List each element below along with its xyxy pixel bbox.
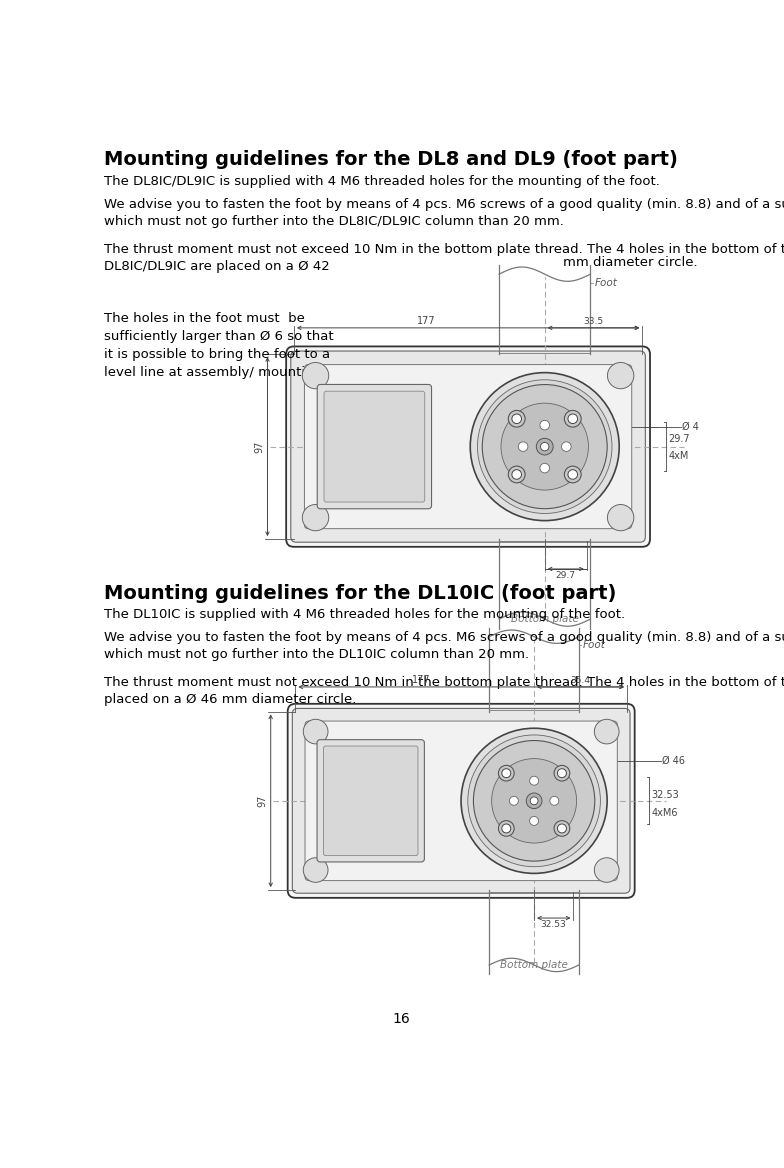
FancyBboxPatch shape xyxy=(288,704,635,898)
Circle shape xyxy=(554,765,570,781)
Text: 177: 177 xyxy=(417,315,436,326)
Text: 4xM6: 4xM6 xyxy=(652,807,678,818)
Text: The thrust moment must not exceed 10 Nm in the bottom plate thread. The 4 holes : The thrust moment must not exceed 10 Nm … xyxy=(104,676,784,707)
FancyBboxPatch shape xyxy=(318,384,431,509)
Text: 32.53: 32.53 xyxy=(652,790,680,800)
Text: Mounting guidelines for the DL8 and DL9 (foot part): Mounting guidelines for the DL8 and DL9 … xyxy=(104,151,678,169)
Circle shape xyxy=(608,362,633,389)
Text: Foot: Foot xyxy=(594,278,617,287)
Text: 97: 97 xyxy=(258,794,267,807)
Circle shape xyxy=(501,403,589,491)
FancyBboxPatch shape xyxy=(317,739,424,862)
Circle shape xyxy=(303,505,328,530)
Circle shape xyxy=(470,373,619,521)
Circle shape xyxy=(536,438,554,456)
Text: 29.7: 29.7 xyxy=(555,571,575,580)
FancyBboxPatch shape xyxy=(324,391,425,502)
FancyBboxPatch shape xyxy=(305,721,617,881)
FancyBboxPatch shape xyxy=(286,347,650,547)
Circle shape xyxy=(461,728,607,874)
Circle shape xyxy=(530,797,538,805)
Circle shape xyxy=(530,816,539,826)
Text: The holes in the foot must  be
sufficiently larger than Ø 6 so that
it is possib: The holes in the foot must be sufficient… xyxy=(104,312,334,378)
Circle shape xyxy=(303,719,328,744)
Text: Foot: Foot xyxy=(583,640,606,649)
Circle shape xyxy=(540,420,550,430)
Text: Bottom plate: Bottom plate xyxy=(511,614,579,625)
Circle shape xyxy=(474,741,595,861)
Circle shape xyxy=(550,797,559,805)
Circle shape xyxy=(594,719,619,744)
Circle shape xyxy=(564,410,581,427)
Circle shape xyxy=(468,735,601,867)
Circle shape xyxy=(518,442,528,451)
Circle shape xyxy=(512,413,521,424)
FancyBboxPatch shape xyxy=(324,746,418,856)
Circle shape xyxy=(508,410,525,427)
Circle shape xyxy=(564,466,581,482)
Circle shape xyxy=(608,505,633,530)
Text: Mounting guidelines for the DL10IC (foot part): Mounting guidelines for the DL10IC (foot… xyxy=(104,584,616,603)
Text: mm diameter circle.: mm diameter circle. xyxy=(563,256,698,269)
Text: 33.5: 33.5 xyxy=(583,317,604,326)
Circle shape xyxy=(530,777,539,785)
Text: Ø 4: Ø 4 xyxy=(682,422,699,432)
Circle shape xyxy=(557,769,566,778)
Circle shape xyxy=(540,464,550,473)
Circle shape xyxy=(477,380,612,514)
FancyBboxPatch shape xyxy=(292,709,630,894)
Circle shape xyxy=(561,442,572,451)
Text: 97: 97 xyxy=(254,440,264,453)
Circle shape xyxy=(568,470,578,479)
Text: 35.4: 35.4 xyxy=(571,675,590,684)
Circle shape xyxy=(510,797,518,805)
Circle shape xyxy=(568,413,578,424)
Circle shape xyxy=(502,823,511,833)
Text: 29.7: 29.7 xyxy=(669,433,690,444)
Circle shape xyxy=(557,823,566,833)
Circle shape xyxy=(303,857,328,882)
Text: We advise you to fasten the foot by means of 4 pcs. M6 screws of a good quality : We advise you to fasten the foot by mean… xyxy=(104,632,784,661)
Text: We advise you to fasten the foot by means of 4 pcs. M6 screws of a good quality : We advise you to fasten the foot by mean… xyxy=(104,197,784,228)
Circle shape xyxy=(512,470,521,479)
Circle shape xyxy=(482,384,607,509)
Text: Bottom plate: Bottom plate xyxy=(500,960,568,971)
Text: The DL10IC is supplied with 4 M6 threaded holes for the mounting of the foot.: The DL10IC is supplied with 4 M6 threade… xyxy=(104,609,626,621)
Circle shape xyxy=(594,857,619,882)
FancyBboxPatch shape xyxy=(304,364,632,529)
Text: The DL8IC/DL9IC is supplied with 4 M6 threaded holes for the mounting of the foo: The DL8IC/DL9IC is supplied with 4 M6 th… xyxy=(104,175,660,188)
Circle shape xyxy=(540,443,549,451)
Circle shape xyxy=(526,793,542,808)
Circle shape xyxy=(502,769,511,778)
Circle shape xyxy=(554,821,570,836)
Circle shape xyxy=(508,466,525,482)
Circle shape xyxy=(499,821,514,836)
Text: 4xM: 4xM xyxy=(669,452,689,461)
Text: 16: 16 xyxy=(393,1011,411,1026)
Text: 32.53: 32.53 xyxy=(540,920,566,930)
Circle shape xyxy=(303,362,328,389)
Text: The thrust moment must not exceed 10 Nm in the bottom plate thread. The 4 holes : The thrust moment must not exceed 10 Nm … xyxy=(104,243,784,272)
Text: 177: 177 xyxy=(412,675,430,684)
FancyBboxPatch shape xyxy=(291,352,645,542)
Circle shape xyxy=(499,765,514,781)
Circle shape xyxy=(492,759,576,843)
Text: Ø 46: Ø 46 xyxy=(662,756,685,766)
